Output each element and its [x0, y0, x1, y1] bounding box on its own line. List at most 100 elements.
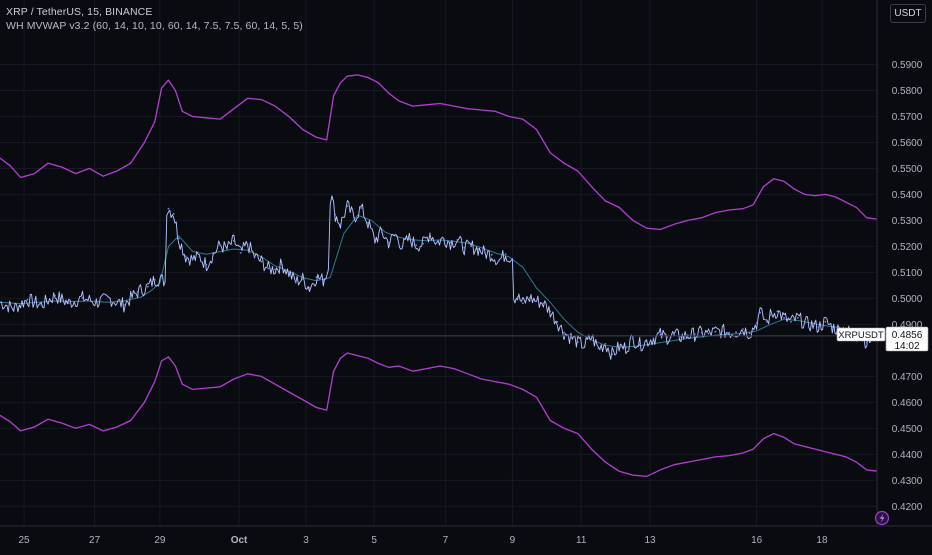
time-tick-label: 13: [644, 535, 656, 546]
price-tick-label: 0.4200: [892, 502, 923, 513]
indicator-title[interactable]: WH MVWAP v3.2 (60, 14, 10, 10, 60, 14, 7…: [6, 20, 303, 32]
price-point: [226, 248, 228, 250]
vwap-line: [0, 214, 878, 348]
price-point: [769, 314, 772, 317]
price-point: [631, 337, 634, 340]
price-point: [353, 216, 356, 219]
price-point: [167, 207, 170, 210]
price-tick-label: 0.4900: [892, 320, 923, 331]
price-point: [219, 244, 222, 247]
price-point: [422, 242, 424, 245]
time-tick-label: 5: [371, 535, 377, 546]
time-tick-label: 7: [443, 535, 449, 546]
price-point: [81, 297, 84, 299]
price-point: [442, 237, 445, 240]
price-scale-labels: 0.5900 0.5800 0.5700 0.5600 0.5500 0.5400 0.53…: [892, 60, 923, 513]
price-line-xrpusdt: [0, 195, 878, 360]
price-point: [415, 244, 417, 247]
price-point: [331, 198, 333, 201]
price-point: [865, 341, 868, 344]
settings-icon[interactable]: [874, 510, 890, 526]
price-point: [360, 207, 362, 209]
price-point: [762, 317, 765, 319]
price-point: [528, 297, 531, 299]
price-point: [618, 346, 620, 349]
price-point: [435, 241, 438, 244]
price-point: [516, 296, 519, 298]
price-tick-label: 0.4400: [892, 450, 923, 461]
price-point: [401, 245, 404, 248]
price-point: [367, 222, 369, 224]
price-point: [693, 333, 696, 336]
price-tick-label: 0.5000: [892, 294, 923, 305]
price-point: [652, 337, 655, 340]
price-point: [790, 320, 792, 323]
price-point: [456, 239, 459, 241]
price-point: [542, 302, 545, 304]
time-scale-area[interactable]: [0, 527, 877, 550]
price-point: [339, 223, 342, 226]
price-point: [159, 278, 161, 280]
price-point: [294, 280, 297, 283]
price-point: [817, 326, 820, 328]
price-point: [604, 343, 607, 345]
price-point: [735, 331, 737, 334]
price-point: [327, 268, 330, 271]
price-point: [26, 298, 29, 301]
price-point: [429, 232, 431, 235]
time-tick-label: 27: [89, 535, 101, 546]
price-point: [728, 331, 730, 334]
price-label-box: [885, 326, 929, 352]
price-point: [521, 302, 524, 304]
price-point: [700, 331, 703, 334]
price-point: [136, 291, 139, 293]
price-point: [611, 353, 614, 356]
price-point: [315, 276, 318, 278]
price-point: [490, 253, 493, 256]
price-point: [322, 279, 325, 282]
price-point: [274, 268, 276, 271]
symbol-title[interactable]: XRP / TetherUS, 15, BINANCE: [6, 6, 153, 18]
price-point: [177, 237, 180, 240]
price-point: [659, 333, 662, 336]
price-point: [583, 344, 586, 347]
time-tick-label: 25: [19, 535, 31, 546]
currency-unit-button[interactable]: USDT: [890, 4, 926, 23]
price-point: [549, 310, 552, 313]
price-point: [122, 304, 125, 306]
price-tick-label: 0.4700: [892, 372, 923, 383]
price-point: [810, 324, 813, 326]
price-point: [680, 336, 682, 338]
price-point: [484, 252, 486, 254]
upper-band-line: [0, 74, 878, 231]
price-point: [755, 322, 758, 324]
price-tick-label: 0.4600: [892, 398, 923, 409]
symbol-label-box: [836, 327, 886, 342]
price-tick-label: 0.5800: [892, 86, 923, 97]
price-point: [40, 304, 43, 306]
price-point: [714, 330, 717, 333]
time-tick-label: 18: [816, 535, 828, 546]
price-point: [497, 259, 500, 262]
price-point: [776, 310, 779, 313]
price-point: [638, 343, 641, 346]
price-point: [463, 246, 466, 249]
price-point: [394, 233, 397, 236]
price-point: [504, 253, 507, 256]
price-point: [301, 278, 304, 280]
price-point: [824, 320, 827, 323]
time-tick-label: 16: [751, 535, 763, 546]
price-point: [556, 320, 559, 323]
price-scale-area[interactable]: [877, 0, 932, 526]
price-tick-label: 0.5100: [892, 268, 923, 279]
price-point: [239, 252, 242, 254]
price-point: [380, 231, 383, 234]
price-point: [449, 241, 452, 244]
price-point: [205, 263, 208, 266]
price-point: [184, 255, 187, 258]
price-point: [253, 255, 256, 258]
price-point: [164, 280, 167, 283]
